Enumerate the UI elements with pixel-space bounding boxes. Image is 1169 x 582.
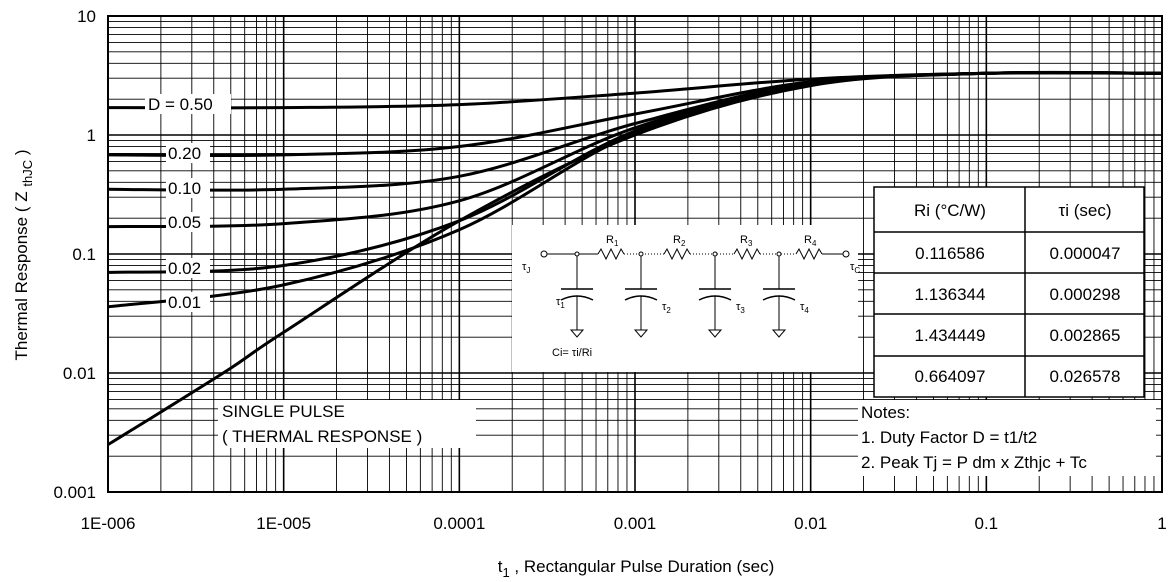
table-cell: 0.116586 [915, 244, 985, 263]
table-cell: 0.026578 [1050, 367, 1121, 386]
y-axis-title: Thermal Response ( Z thJC ) [12, 150, 35, 361]
x-tick-label: 0.0001 [433, 514, 485, 533]
thermal-rc-table: Ri (°C/W) τi (sec) 0.116586 0.000047 1.1… [873, 186, 1145, 398]
ground-icon [771, 329, 787, 338]
cap-label-3: τ3 [736, 301, 745, 315]
table-cell: 0.000047 [1050, 244, 1121, 263]
tick-labels: 1E-006 1E-005 0.0001 0.001 0.01 0.1 1 10 1 0.1 0.0… [53, 7, 1166, 533]
curve-label-d050: D = 0.50 [148, 95, 213, 114]
ground-icon [707, 329, 723, 338]
capacitance-formula: Ci= τi/Ri [552, 347, 592, 359]
y-tick-label: 0.001 [53, 483, 96, 502]
plot-frame [107, 15, 1163, 493]
curve-labels: D = 0.50 0.20 0.10 0.05 0.02 0.01 [145, 94, 231, 312]
circuit-node [638, 251, 644, 257]
notes-title: Notes: [861, 403, 910, 422]
y-tick-label: 10 [77, 7, 96, 26]
thermal-circuit-diagram: τJ τC R1 R2 R3 R4 τ1 τ2 τ3 τ4 Ci= τi/Ri [512, 225, 860, 372]
x-tick-label: 0.1 [975, 514, 999, 533]
node-tau-j: τJ [522, 261, 530, 275]
notes-block: Notes: 1. Duty Factor D = t1/t2 2. Peak … [858, 400, 1156, 476]
single-pulse-line-2: ( THERMAL RESPONSE ) [222, 427, 422, 446]
table-cell: 0.002865 [1050, 326, 1121, 345]
y-tick-label: 0.1 [72, 245, 96, 264]
x-tick-label: 1 [1157, 514, 1166, 533]
series-group [107, 70, 1163, 446]
single-pulse-line-1: SINGLE PULSE [222, 402, 345, 421]
x-tick-label: 1E-006 [81, 514, 136, 533]
ground-icon [569, 329, 585, 338]
series-line-6 [107, 70, 1163, 446]
table-header-tau: τi (sec) [1059, 201, 1112, 220]
y-tick-label: 0.01 [63, 364, 96, 383]
curve-label-d002: 0.02 [168, 259, 201, 278]
cap-label-2: τ2 [662, 301, 671, 315]
table-cell: 0.664097 [915, 367, 986, 386]
resistor-label-2: R2 [673, 234, 686, 248]
resistor-label-3: R3 [740, 234, 753, 248]
note-1: 1. Duty Factor D = t1/t2 [861, 428, 1037, 447]
y-tick-label: 1 [87, 126, 96, 145]
node-tau-c: τC [850, 261, 860, 275]
table-cell: 0.000298 [1050, 285, 1121, 304]
curve-label-d005: 0.05 [168, 213, 201, 232]
note-2: 2. Peak Tj = P dm x Zthjc + Tc [861, 453, 1087, 472]
resistor-label-1: R1 [606, 234, 619, 248]
table-header-ri: Ri (°C/W) [914, 201, 986, 220]
circuit-node [776, 251, 782, 257]
x-axis-title: t1 , Rectangular Pulse Duration (sec) [498, 557, 775, 580]
curve-label-d001: 0.01 [168, 293, 201, 312]
table-cell: 1.136344 [915, 285, 986, 304]
circuit-node [712, 251, 718, 257]
cap-label-1: τ1 [556, 296, 565, 310]
x-tick-label: 1E-005 [256, 514, 311, 533]
circuit-node [574, 251, 580, 257]
x-tick-label: 0.001 [614, 514, 657, 533]
table-cell: 1.434449 [915, 326, 986, 345]
curve-label-d010: 0.10 [168, 179, 201, 198]
single-pulse-annotation: SINGLE PULSE ( THERMAL RESPONSE ) [218, 400, 476, 448]
ground-icon [633, 329, 649, 338]
cap-label-4: τ4 [800, 301, 809, 315]
resistor-label-4: R4 [804, 234, 817, 248]
curve-label-d020: 0.20 [168, 144, 201, 163]
x-tick-label: 0.01 [794, 514, 827, 533]
